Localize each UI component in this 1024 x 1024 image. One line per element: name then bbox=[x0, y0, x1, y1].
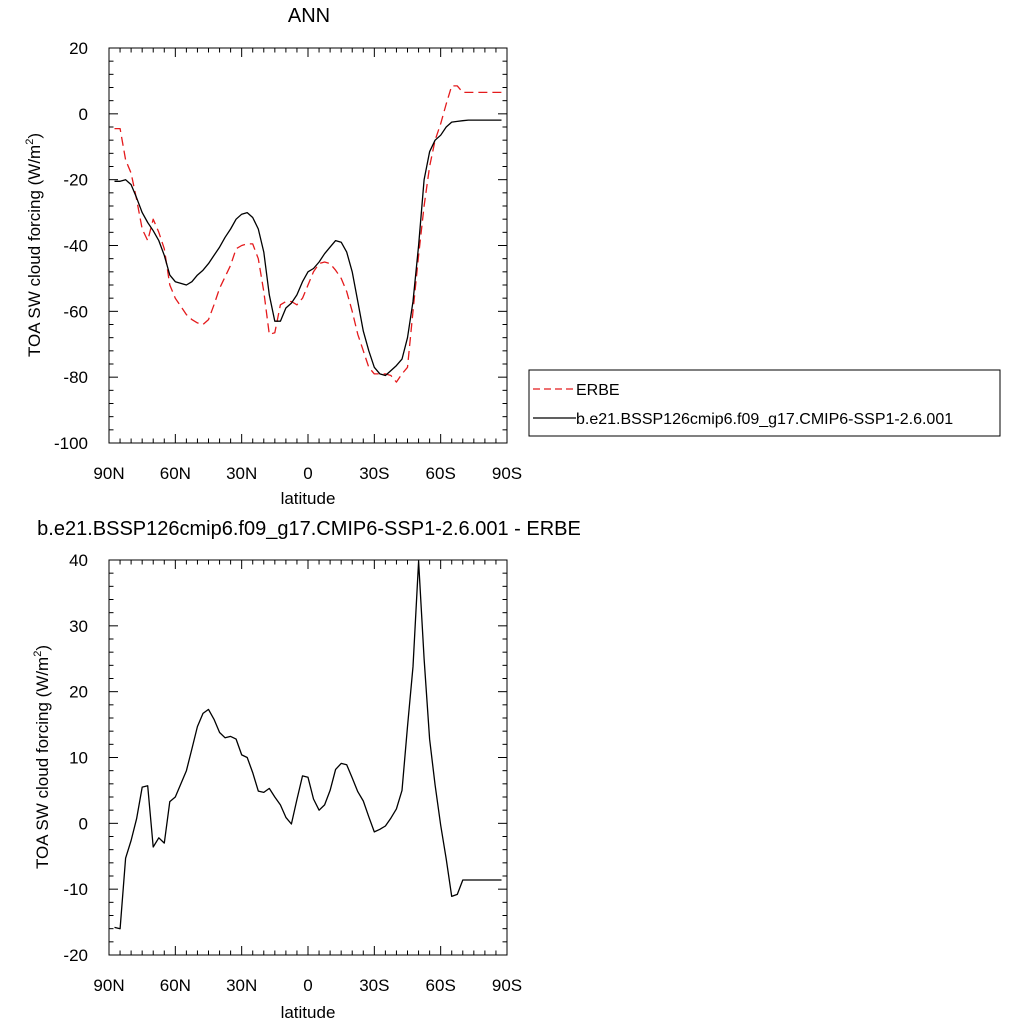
y-tick-label: 40 bbox=[69, 551, 88, 570]
bottom-chart-title: b.e21.BSSP126cmip6.f09_g17.CMIP6-SSP1-2.… bbox=[37, 518, 581, 540]
bottom-y-axis-label: TOA SW cloud forcing (W/m2) bbox=[32, 645, 52, 869]
legend: ERBE b.e21.BSSP126cmip6.f09_g17.CMIP6-SS… bbox=[528, 369, 1001, 437]
y-tick-label: 10 bbox=[69, 749, 88, 768]
legend-label-erbe: ERBE bbox=[576, 382, 620, 399]
legend-label-model: b.e21.BSSP126cmip6.f09_g17.CMIP6-SSP1-2.… bbox=[576, 411, 953, 428]
bottom-x-axis-label: latitude bbox=[281, 1003, 336, 1022]
y-tick-label: 20 bbox=[69, 683, 88, 702]
x-tick-label: 90S bbox=[492, 464, 522, 483]
top-ticks: 20 0 -20 -40 -60 -80 -100 90N 60N 30N 0 30S 60S 90S bbox=[54, 39, 522, 483]
x-tick-label: 60N bbox=[160, 976, 191, 995]
top-series-lines bbox=[114, 85, 502, 383]
y-tick-label: 20 bbox=[69, 39, 88, 58]
x-tick-label: 60S bbox=[426, 464, 456, 483]
y-tick-label: -20 bbox=[63, 171, 88, 190]
series-line-erbe bbox=[114, 85, 502, 383]
y-tick-label: -80 bbox=[63, 368, 88, 387]
top-x-axis-label: latitude bbox=[281, 489, 336, 508]
x-tick-label: 30S bbox=[359, 976, 389, 995]
series-line-difference-0 bbox=[114, 560, 502, 930]
y-tick-label: 0 bbox=[79, 105, 88, 124]
series-line-b-e21-bssp126cmip6-f bbox=[114, 119, 502, 377]
y-tick-label: -60 bbox=[63, 302, 88, 321]
x-tick-label: 90S bbox=[492, 976, 522, 995]
x-tick-label: 30N bbox=[226, 976, 257, 995]
y-tick-label: -100 bbox=[54, 434, 88, 453]
bottom-ticks: 40 30 20 10 0 -10 -20 90N 60N 30N 0 30S 60S 90S bbox=[63, 551, 522, 995]
x-tick-label: 90N bbox=[93, 976, 124, 995]
top-y-axis-label: TOA SW cloud forcing (W/m2) bbox=[24, 133, 44, 357]
y-tick-label: 30 bbox=[69, 617, 88, 636]
x-tick-label: 30N bbox=[226, 464, 257, 483]
top-chart-title: ANN bbox=[288, 5, 330, 27]
top-panel: ANN 20 0 -20 -40 -60 -80 -100 90N 60N 30N 0 30S 60S 9… bbox=[24, 5, 1001, 508]
top-plot-frame bbox=[108, 47, 508, 444]
x-tick-label: 0 bbox=[303, 976, 312, 995]
y-tick-label: -10 bbox=[63, 880, 88, 899]
y-tick-label: -40 bbox=[63, 237, 88, 256]
x-tick-label: 60S bbox=[426, 976, 456, 995]
x-tick-label: 90N bbox=[93, 464, 124, 483]
y-tick-label: 0 bbox=[79, 814, 88, 833]
legend-box bbox=[528, 369, 1001, 437]
bottom-plot-frame bbox=[108, 559, 508, 956]
x-tick-label: 0 bbox=[303, 464, 312, 483]
bottom-panel: b.e21.BSSP126cmip6.f09_g17.CMIP6-SSP1-2.… bbox=[32, 518, 581, 1022]
x-tick-label: 60N bbox=[160, 464, 191, 483]
bottom-series-lines bbox=[114, 560, 502, 930]
y-tick-label: -20 bbox=[63, 946, 88, 965]
x-tick-label: 30S bbox=[359, 464, 389, 483]
